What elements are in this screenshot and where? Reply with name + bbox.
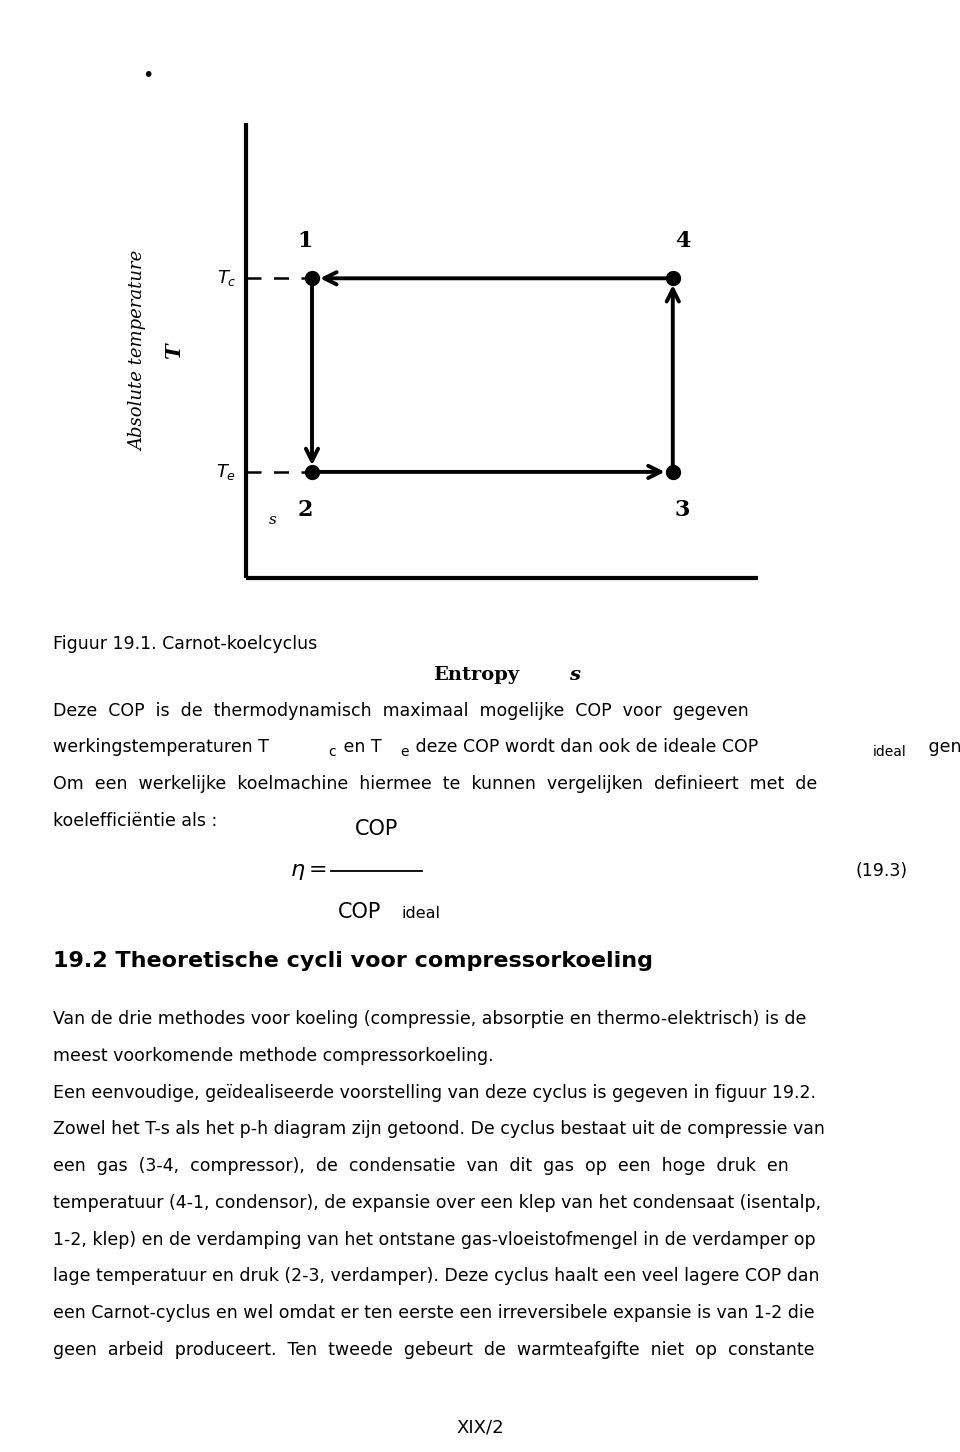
Text: s: s — [569, 666, 580, 684]
Text: 2: 2 — [298, 498, 313, 520]
Text: 1-2, klep) en de verdamping van het ontstane gas-vloeistofmengel in de verdamper: 1-2, klep) en de verdamping van het onts… — [53, 1231, 815, 1249]
Text: ideal: ideal — [873, 745, 906, 759]
Text: $T_c$: $T_c$ — [217, 269, 236, 289]
Text: 3: 3 — [675, 498, 690, 520]
Text: deze COP wordt dan ook de ideale COP: deze COP wordt dan ook de ideale COP — [410, 738, 758, 756]
Text: Deze  COP  is  de  thermodynamisch  maximaal  mogelijke  COP  voor  gegeven: Deze COP is de thermodynamisch maximaal … — [53, 701, 749, 720]
Text: ideal: ideal — [401, 906, 441, 921]
Text: Absolute temperature: Absolute temperature — [130, 251, 147, 452]
Text: s: s — [269, 514, 276, 527]
Text: (19.3): (19.3) — [855, 861, 907, 880]
Text: genoemd.: genoemd. — [923, 738, 960, 756]
Text: COP: COP — [338, 902, 381, 922]
Text: Zowel het T-s als het p-h diagram zijn getoond. De cyclus bestaat uit de compres: Zowel het T-s als het p-h diagram zijn g… — [53, 1121, 825, 1138]
Point — [304, 267, 320, 290]
Point — [665, 267, 681, 290]
Text: koelefficiëntie als :: koelefficiëntie als : — [53, 812, 217, 829]
Text: Van de drie methodes voor koeling (compressie, absorptie en thermo-elektrisch) i: Van de drie methodes voor koeling (compr… — [53, 1011, 806, 1028]
Text: meest voorkomende methode compressorkoeling.: meest voorkomende methode compressorkoel… — [53, 1047, 493, 1064]
Text: een Carnot-cyclus en wel omdat er ten eerste een irreversibele expansie is van 1: een Carnot-cyclus en wel omdat er ten ee… — [53, 1304, 814, 1323]
Point — [665, 460, 681, 484]
Text: e: e — [400, 745, 409, 759]
Text: temperatuur (4-1, condensor), de expansie over een klep van het condensaat (isen: temperatuur (4-1, condensor), de expansi… — [53, 1194, 821, 1212]
Text: $\eta =$: $\eta =$ — [290, 860, 326, 881]
Text: Figuur 19.1. Carnot-koelcyclus: Figuur 19.1. Carnot-koelcyclus — [53, 636, 317, 653]
Text: $T_e$: $T_e$ — [216, 462, 236, 482]
Text: 1: 1 — [298, 229, 313, 251]
Text: 4: 4 — [675, 229, 690, 251]
Text: Een eenvoudige, geïdealiseerde voorstelling van deze cyclus is gegeven in figuur: Een eenvoudige, geïdealiseerde voorstell… — [53, 1083, 816, 1102]
Text: 19.2 Theoretische cycli voor compressorkoeling: 19.2 Theoretische cycli voor compressork… — [53, 951, 653, 971]
Text: Om  een  werkelijke  koelmachine  hiermee  te  kunnen  vergelijken  definieert  : Om een werkelijke koelmachine hiermee te… — [53, 775, 817, 793]
Text: geen  arbeid  produceert.  Ten  tweede  gebeurt  de  warmteafgifte  niet  op  co: geen arbeid produceert. Ten tweede gebeu… — [53, 1340, 814, 1359]
Text: T: T — [164, 343, 184, 359]
Text: Entropy: Entropy — [433, 666, 519, 684]
Text: COP: COP — [355, 819, 398, 839]
Text: werkingstemperaturen T: werkingstemperaturen T — [53, 738, 269, 756]
Text: •: • — [142, 65, 154, 84]
Text: een  gas  (3-4,  compressor),  de  condensatie  van  dit  gas  op  een  hoge  dr: een gas (3-4, compressor), de condensati… — [53, 1157, 788, 1175]
Text: lage temperatuur en druk (2-3, verdamper). Deze cyclus haalt een veel lagere COP: lage temperatuur en druk (2-3, verdamper… — [53, 1268, 819, 1285]
Point — [304, 460, 320, 484]
Text: XIX/2: XIX/2 — [456, 1419, 504, 1437]
Text: en T: en T — [338, 738, 381, 756]
Text: c: c — [327, 745, 335, 759]
